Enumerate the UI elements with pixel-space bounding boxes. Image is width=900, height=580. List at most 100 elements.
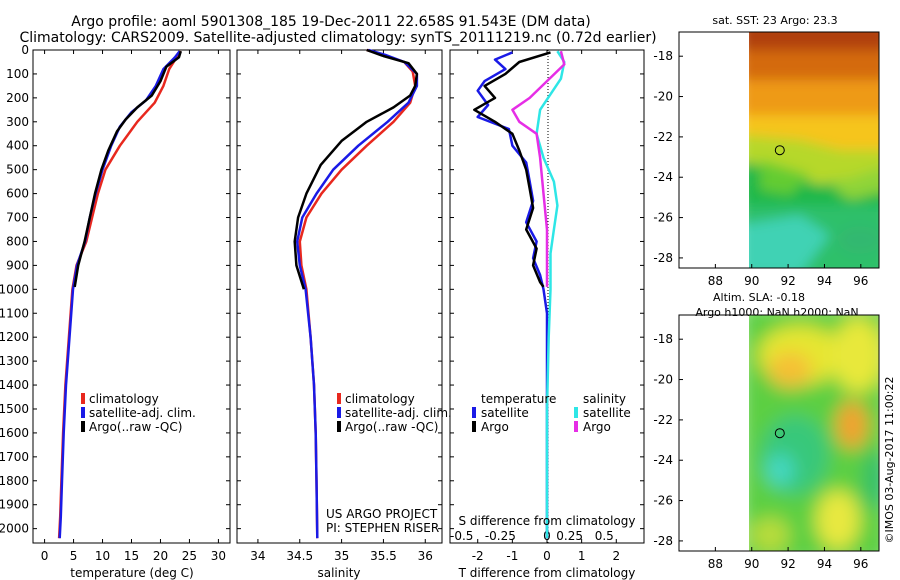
temperature-axes: 0100200300400500600700800900100011001200… [0,43,230,563]
y-tick-label: 1100 [0,306,29,320]
x-tick-label: 34.5 [286,549,313,563]
legend-swatch-s-satellite [574,407,578,418]
x-tick-label: -1 [506,549,518,563]
y-tick-label: 1700 [0,450,29,464]
x-tick-label: 94 [817,557,832,571]
sst-axes: 88 90 92 94 96 -18 -20 -22 -24 -26 -28 [653,49,868,288]
legend-swatch-satellite [337,407,341,418]
series-line-satellite-adj-clim- [58,50,181,539]
sla-title-line1: Altim. SLA: -0.18 [713,291,805,304]
x-tick-label: 96 [853,274,868,288]
x-tick-label: 92 [780,274,795,288]
series-line-argo-raw-qc- [293,48,419,290]
y-tick-label: -18 [653,332,673,346]
legend-t-satellite: satellite [481,406,529,420]
y-tick-label: -20 [653,373,673,387]
x-tick-label: 20 [153,549,168,563]
x-tick-label: 2 [612,549,620,563]
y-tick-label: 1000 [0,282,29,296]
legend-swatch-t-satellite [472,407,476,418]
s-tick-label: 0.25 [556,529,583,543]
x-tick-label: 94 [817,274,832,288]
legend-argo: Argo(..raw -QC) [345,420,438,434]
s-tick-label: 0.5 [595,529,614,543]
y-tick-label: -22 [653,413,673,427]
y-tick-label: 1500 [0,402,29,416]
sla-argo-marker [774,428,785,439]
x-tick-label: 35.5 [370,549,397,563]
y-tick-label: 700 [6,211,29,225]
legend-swatch-climatology [337,393,341,404]
series-line-salinity-satellite [535,50,566,539]
legend-satellite-adj: satellite-adj. clim. [89,406,196,420]
y-tick-label: 1600 [0,426,29,440]
y-tick-label: -28 [653,534,673,548]
sst-heatmap [749,32,879,268]
difference-axes: -2 -1 0 1 2-0.5 -0.25 0 0.25 0.5 [450,49,644,563]
y-tick-label: 500 [6,163,29,177]
credit-project: US ARGO PROJECT [326,507,438,521]
x-tick-label: 90 [744,274,759,288]
legend-title-temperature: temperature [481,392,556,406]
x-tick-label: 34 [250,549,265,563]
legend-s-satellite: satellite [583,406,631,420]
y-tick-label: 300 [6,115,29,129]
sla-frame [678,314,880,552]
legend-swatch-climatology [81,393,85,404]
y-tick-label: 900 [6,258,29,272]
s-tick-label: -0.5 [450,529,473,543]
legend-climatology: climatology [345,392,415,406]
x-tick-label: 30 [211,549,226,563]
legend-climatology: climatology [89,392,159,406]
x-tick-label: -2 [472,549,484,563]
figure-title-line1: Argo profile: aoml 5901308_185 19-Dec-20… [71,14,590,30]
footer-copyright: ©IMOS 03-Aug-2017 11:00:22 [883,377,896,544]
legend-swatch-satellite [81,407,85,418]
x-tick-label: 0 [41,549,49,563]
salinity-series [293,48,419,539]
series-line-temperature-argo [473,51,551,288]
difference-legend: temperature salinity satellite Argo sate… [472,392,631,434]
y-tick-label: 400 [6,139,29,153]
x-tick-label: 88 [708,274,723,288]
y-tick-label: 100 [6,67,29,81]
legend-t-argo: Argo [481,420,509,434]
legend-swatch-argo [337,421,341,432]
y-tick-label: 800 [6,234,29,248]
x-tick-label: 25 [182,549,197,563]
x-tick-label: 0 [543,549,551,563]
legend-swatch-t-argo [472,421,476,432]
x-tick-label: 35 [334,549,349,563]
legend-satellite-adj: satellite-adj. clim. [345,406,452,420]
sla-axes: 88 90 92 94 96 -18 -20 -22 -24 -26 -28 [653,332,868,571]
y-tick-label: 600 [6,187,29,201]
legend-swatch-argo [81,421,85,432]
x-tick-label: 92 [780,557,795,571]
y-tick-label: 2000 [0,522,29,536]
sst-argo-marker [774,145,785,156]
x-tick-label: 36 [418,549,433,563]
y-tick-label: -26 [653,494,673,508]
y-tick-label: 0 [21,43,29,57]
y-tick-label: -26 [653,211,673,225]
sst-frame [678,31,880,269]
x-tick-label: 1 [578,549,586,563]
temperature-series [57,50,182,539]
x-tick-label: 5 [70,549,78,563]
temperature-xlabel: temperature (deg C) [70,566,193,580]
legend-swatch-s-argo [574,421,578,432]
salinity-axes: 34 34.5 35 35.5 36 [237,49,442,563]
salinity-xlabel: salinity [317,566,360,580]
salinity-legend: climatology satellite-adj. clim. Argo(..… [337,392,452,434]
series-line-satellite-adj-clim- [295,48,419,539]
y-tick-label: -24 [653,170,673,184]
y-tick-label: -24 [653,453,673,467]
salinity-panel-frame [236,49,443,544]
x-tick-label: 96 [853,557,868,571]
x-tick-label: 88 [708,557,723,571]
legend-title-salinity: salinity [583,392,626,406]
y-tick-label: 1300 [0,354,29,368]
legend-argo: Argo(..raw -QC) [89,420,182,434]
y-tick-label: 1200 [0,330,29,344]
